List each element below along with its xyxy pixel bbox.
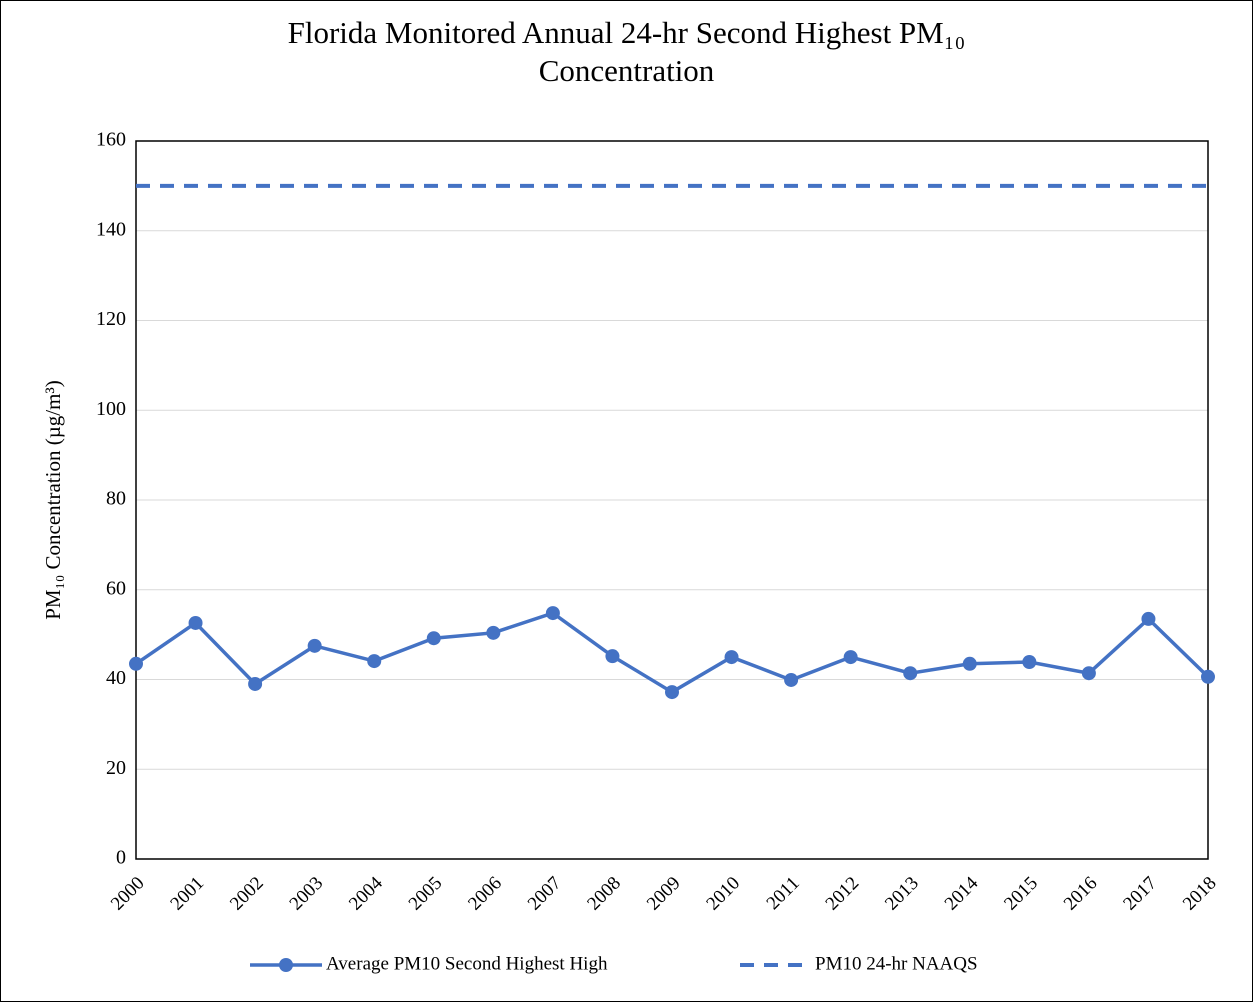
y-tick-label: 140 xyxy=(96,218,126,240)
point xyxy=(665,685,679,700)
point xyxy=(843,650,858,665)
point xyxy=(545,606,560,621)
y-tick-label: 80 xyxy=(106,488,126,510)
point xyxy=(367,654,382,669)
title-box: Florida Monitored Annual 24-hr Second Hi… xyxy=(0,14,1253,90)
point xyxy=(426,631,441,646)
point xyxy=(605,649,620,664)
y-tick-label: 100 xyxy=(96,398,126,420)
y-tick-label: 160 xyxy=(96,129,126,151)
point xyxy=(129,656,143,671)
y-tick-label: 60 xyxy=(106,577,126,599)
y-tick-label: 20 xyxy=(106,757,126,779)
y-tick-label: 120 xyxy=(96,308,126,330)
point xyxy=(188,615,203,630)
point xyxy=(784,672,799,687)
plot-border xyxy=(135,140,1209,860)
point xyxy=(1201,669,1215,684)
point xyxy=(903,666,918,681)
point xyxy=(248,676,263,691)
point xyxy=(962,656,977,671)
point xyxy=(486,625,501,640)
chart-title: Florida Monitored Annual 24-hr Second Hi… xyxy=(287,15,966,88)
point xyxy=(1081,666,1096,681)
point xyxy=(724,650,739,665)
point xyxy=(1022,654,1037,669)
y-axis-label: PM₁₀ Concentration (µg/m³) xyxy=(41,380,65,620)
legend-label: Average PM10 Second Highest High xyxy=(326,953,608,974)
y-tick-label: 0 xyxy=(116,847,126,869)
point xyxy=(1141,611,1156,626)
legend-label: PM10 24-hr NAAQS xyxy=(815,953,978,974)
point xyxy=(307,638,322,653)
y-tick-label: 40 xyxy=(106,667,126,689)
legend-marker xyxy=(279,958,293,972)
